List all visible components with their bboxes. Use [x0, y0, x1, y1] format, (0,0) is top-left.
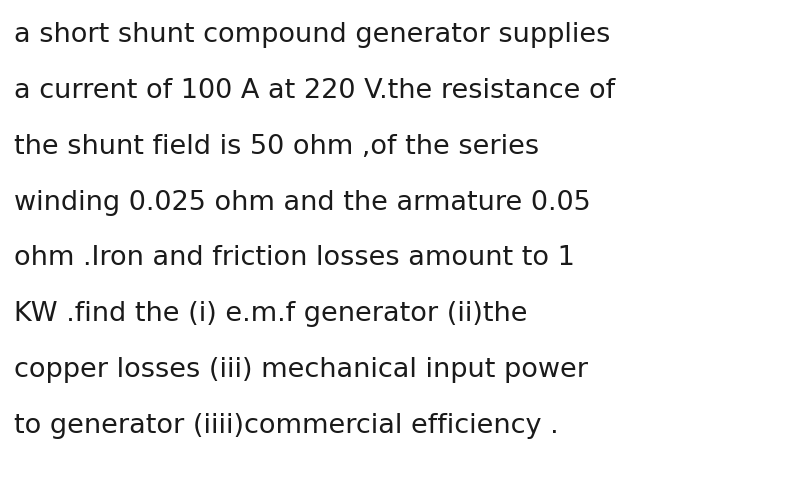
Text: copper losses (iii) mechanical input power: copper losses (iii) mechanical input pow… — [14, 357, 588, 383]
Text: a current of 100 A at 220 V.the resistance of: a current of 100 A at 220 V.the resistan… — [14, 78, 615, 104]
Text: a short shunt compound generator supplies: a short shunt compound generator supplie… — [14, 22, 610, 48]
Text: KW .find the (i) e.m.f generator (ii)the: KW .find the (i) e.m.f generator (ii)the — [14, 301, 528, 327]
Text: winding 0.025 ohm and the armature 0.05: winding 0.025 ohm and the armature 0.05 — [14, 190, 591, 215]
Text: the shunt field is 50 ohm ,of the series: the shunt field is 50 ohm ,of the series — [14, 134, 539, 159]
Text: to generator (iiii)commercial efficiency .: to generator (iiii)commercial efficiency… — [14, 413, 559, 439]
Text: ohm .Iron and friction losses amount to 1: ohm .Iron and friction losses amount to … — [14, 245, 575, 271]
